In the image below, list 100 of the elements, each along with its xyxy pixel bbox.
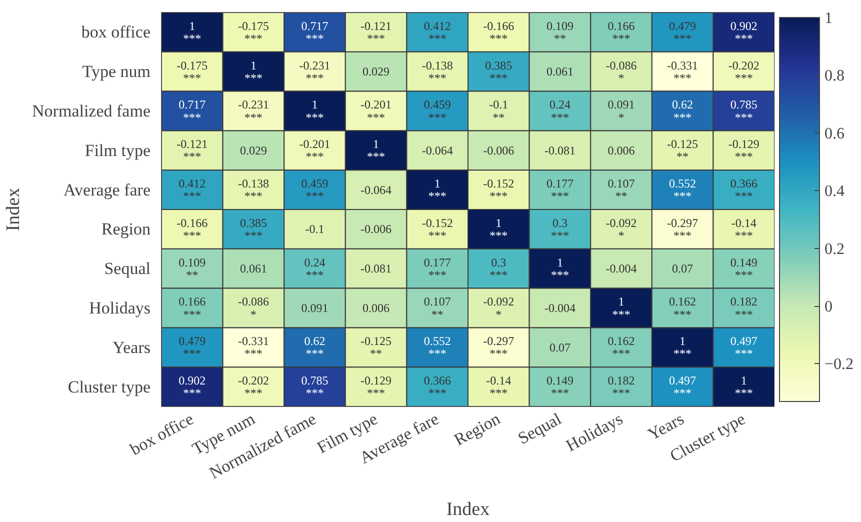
color-bar-label: 0 [824,298,832,316]
y-tick-label: Average fare [64,180,151,200]
data-label: 0.902 *** [730,18,758,46]
data-label: 0.366 *** [730,176,758,204]
data-label: -0.331 *** [667,58,698,85]
data-label: -0.14 *** [731,216,756,242]
data-label: -0.152 *** [483,176,514,204]
data-label: 0.552 *** [669,176,696,204]
y-tick-label: Sequal [104,259,151,278]
data-label: -0.004 [544,301,576,315]
y-tick-label: Film type [84,140,151,160]
data-label: 0.107 ** [424,294,451,322]
data-label: -0.166 *** [483,18,514,46]
y-axis-title: Index [3,187,24,232]
data-label: -0.201 *** [299,137,330,164]
data-label: -0.006 [360,222,392,236]
data-label: 0.785 *** [301,374,328,400]
data-label: 0.24 *** [304,255,326,282]
data-label: -0.092 * [483,294,514,322]
data-label: 0.061 [546,64,574,79]
data-label: 0.07 [549,340,570,354]
data-label: 0.182 *** [730,294,758,322]
data-label: -0.092 * [606,216,637,242]
y-tick-label: Normalized fame [32,102,150,120]
data-label: 0.459 *** [424,98,451,124]
data-label: 0.166 *** [608,18,635,46]
data-label: 1 *** [367,137,386,164]
data-label: 0.162 *** [669,294,696,322]
data-label: 0.029 [362,64,390,79]
data-label: -0.086 * [238,294,269,322]
data-label: 0.061 [240,262,267,276]
data-label: 1 *** [734,374,753,400]
data-label: 0.177 *** [546,176,574,204]
data-label: 0.109 ** [178,255,206,282]
data-label: 0.412 *** [424,18,451,46]
data-label: -0.166 *** [176,216,208,242]
color-bar-label: 1 [824,10,832,27]
data-label: 0.385 *** [240,216,267,242]
data-label: -0.231 *** [238,98,269,124]
y-tick-label: Region [101,220,151,239]
data-label: -0.231 *** [299,58,330,85]
data-label: 0.24 *** [549,98,570,124]
data-label: -0.129 *** [360,374,392,400]
data-label: -0.125 ** [360,334,392,361]
x-axis-title: Index [446,498,490,520]
data-label: 0.902 *** [178,374,206,400]
data-label: 0.785 *** [730,98,758,124]
data-label: -0.004 [606,262,637,276]
data-label: 1 *** [306,98,324,124]
data-label: -0.202 *** [728,58,760,85]
data-label: -0.081 [544,143,576,158]
data-label: 0.091 * [608,98,635,124]
data-label: 0.006 [362,301,390,315]
color-bar-label: −0.2 [824,356,854,374]
data-label: 1 *** [674,334,692,361]
y-tick-label: Type num [82,62,151,82]
data-label: 0.162 *** [608,334,635,361]
data-label: 0.149 *** [730,255,758,282]
data-label: 0.177 *** [424,255,451,282]
data-label: -0.138 *** [422,58,453,85]
y-tick-label: Years [112,338,151,357]
data-label: 0.109 ** [546,18,574,46]
data-label: 0.479 *** [669,18,696,46]
data-label: 1 *** [244,58,262,85]
data-label: 0.029 [240,143,267,158]
data-label: -0.129 *** [728,137,760,164]
data-label: 1 *** [428,176,446,204]
data-label: 0.107 ** [608,176,635,204]
data-label: 0.552 *** [424,334,451,361]
color-bar-label: 0.6 [824,125,844,142]
data-label: 1 *** [183,18,202,46]
data-label: 0.3 *** [550,216,569,242]
data-label: -0.297 *** [667,216,698,242]
color-bar-label: 0.2 [824,240,844,258]
data-label: -0.121 *** [176,137,208,164]
data-label: 0.717 *** [301,18,328,46]
data-label: -0.175 *** [176,58,208,85]
data-label: 0.62 *** [672,98,694,124]
data-label: 0.166 *** [178,294,206,322]
data-label: -0.006 [483,143,514,158]
data-label: 0.091 [301,301,328,315]
data-label: 0.479 *** [178,334,206,361]
data-label: 0.182 *** [608,374,635,400]
data-label: -0.064 [360,182,392,197]
data-label: -0.125 ** [667,137,698,164]
data-label: 0.006 [608,143,635,158]
y-tick-label: box office [81,22,151,42]
data-label: 0.366 *** [424,374,451,400]
data-label: 0.3 *** [490,255,508,282]
data-label: 0.459 *** [301,176,328,204]
data-label: 0.497 *** [730,334,758,361]
data-label: 0.412 *** [178,176,206,204]
color-bar-label: 0.4 [824,183,844,200]
data-label: 1 *** [550,255,569,282]
data-label: 1 *** [490,216,508,242]
data-label: -0.331 *** [238,334,269,361]
data-label: 0.385 *** [485,58,512,85]
data-label: -0.14 *** [486,374,512,400]
data-label: -0.202 *** [238,374,269,400]
data-label: -0.1 [305,222,324,236]
